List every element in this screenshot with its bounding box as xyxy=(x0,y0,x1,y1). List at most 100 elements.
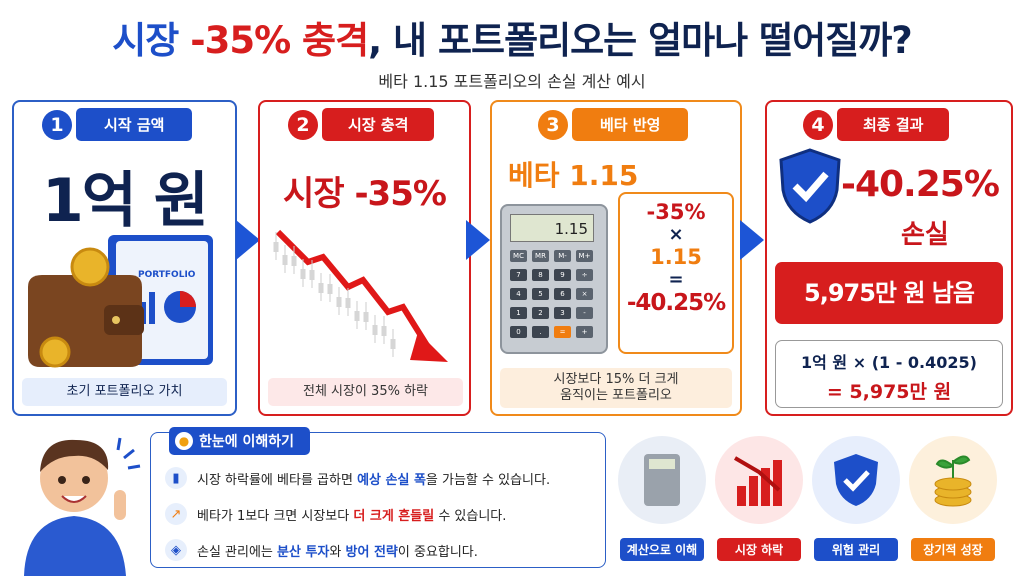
step-label: 베타 반영 xyxy=(572,108,689,141)
caption-line: 시장보다 15% 더 크게 xyxy=(553,372,679,387)
tip-segment: 을 가늠할 수 있습니다. xyxy=(425,472,551,488)
calc-screen xyxy=(649,459,675,469)
tips-title-text: 한눈에 이해하기 xyxy=(199,434,295,450)
candle xyxy=(282,255,288,265)
step-badge: 2 시장 충격 xyxy=(288,108,435,141)
caption: 전체 시장이 35% 하락 xyxy=(268,378,463,406)
step-card: 2 시장 충격 시장 -35% 전체 시장이 35% 하락 xyxy=(258,100,471,416)
calculator-key: - xyxy=(576,307,593,319)
pie-slice xyxy=(180,291,196,307)
tip-segment: 이 중요합니다. xyxy=(397,544,478,560)
tip-text: 베타가 1보다 크면 시장보다 더 크게 흔들릴 수 있습니다. xyxy=(197,505,506,524)
tip-icon: ▮ xyxy=(165,467,187,489)
check xyxy=(792,171,829,203)
calculator-key: 9 xyxy=(554,269,571,281)
bar xyxy=(737,486,746,506)
candle xyxy=(345,298,351,308)
candle xyxy=(390,339,396,349)
tip-text: 시장 하락률에 베타를 곱하면 예상 손실 폭을 가늠할 수 있습니다. xyxy=(197,469,550,488)
smile xyxy=(61,495,87,503)
button xyxy=(112,316,120,324)
step-badge: 4 최종 결과 xyxy=(803,108,950,141)
calculator-key: MC xyxy=(510,250,527,262)
title-part: , 내 포트폴리오는 얼마나 떨어질까? xyxy=(368,19,913,62)
finger xyxy=(114,490,126,520)
step-badge: 1 시작 금액 xyxy=(42,108,193,141)
step-badge: 3 베타 반영 xyxy=(538,108,689,141)
calculator-key: 6 xyxy=(554,288,571,300)
shield-icon xyxy=(779,148,841,224)
calculator-key: . xyxy=(532,326,549,338)
tip-segment: 시장 하락률에 베타를 곱하면 xyxy=(197,472,358,488)
wallet-clasp xyxy=(104,305,144,335)
down-arrow xyxy=(733,456,781,492)
tip: ↗ 베타가 1보다 크면 시장보다 더 크게 흔들릴 수 있습니다. xyxy=(165,503,550,525)
icon-tag: 계산으로 이해 xyxy=(620,538,704,561)
tip-segment: 분산 투자 xyxy=(277,544,330,560)
coin xyxy=(934,477,972,491)
icon-art xyxy=(644,454,680,506)
step-card: 4 최종 결과 -40.25% 손실 5,975만 원 남음 1억 원 × (1… xyxy=(765,100,1013,416)
flow-arrow xyxy=(466,220,490,260)
tip-icon: ◈ xyxy=(165,539,187,561)
step-number: 1 xyxy=(42,109,72,140)
formula-operator: × xyxy=(668,224,684,245)
tip-segment: 더 크게 흔들릴 xyxy=(353,508,435,524)
title-part: -35% 충격 xyxy=(178,19,369,62)
formula-line: = 5,975만 원 xyxy=(826,381,952,403)
subtitle: 베타 1.15 포트폴리오의 손실 계산 예시 xyxy=(378,72,646,91)
candle xyxy=(327,284,333,294)
step-card: 3 베타 반영 베타 1.15 1.15 MC MR M- M+ 7 8 9 ÷ 4 5 6 × 1 2 3… xyxy=(490,100,742,416)
candle xyxy=(336,297,342,307)
tip-icon: ↗ xyxy=(165,503,187,525)
step-label: 시장 충격 xyxy=(322,108,435,141)
candle xyxy=(363,312,369,322)
tip: ▮ 시장 하락률에 베타를 곱하면 예상 손실 폭을 가늠할 수 있습니다. xyxy=(165,467,550,489)
candle xyxy=(372,325,378,335)
sprout xyxy=(935,455,971,478)
calculator-key: = xyxy=(554,326,571,338)
headline: 베타 1.15 xyxy=(508,159,639,192)
icon-row: 계산으로 이해 시장 하락 위험 관리 장기적 성장 xyxy=(618,436,1018,572)
book-label: PORTFOLIO xyxy=(138,270,196,280)
arrow-head xyxy=(410,332,448,362)
bar xyxy=(149,292,155,324)
headline: -40.25% xyxy=(841,164,1000,205)
wallet-illustration xyxy=(28,235,213,368)
candle xyxy=(291,256,297,266)
formula-term: 1.15 xyxy=(650,245,702,269)
step-label: 시작 금액 xyxy=(76,108,193,141)
flow-arrow xyxy=(236,220,260,260)
result-formula: 1억 원 × (1 - 0.4025) = 5,975만 원 xyxy=(775,340,1003,408)
tip-segment: 예상 손실 폭 xyxy=(357,472,426,488)
calculator: 1.15 MC MR M- M+ 7 8 9 ÷ 4 5 6 × 1 2 3- 0. = + xyxy=(500,204,608,354)
title: 시장 -35% 충격, 내 포트폴리오는 얼마나 떨어질까? xyxy=(0,10,1024,64)
icon-tag: 시장 하락 xyxy=(717,538,801,561)
calculator-key: 2 xyxy=(532,307,549,319)
calculator-key: 4 xyxy=(510,288,527,300)
coin xyxy=(70,247,110,287)
tip-segment: 수 있습니다. xyxy=(434,508,507,524)
formula-operator: = xyxy=(668,269,684,290)
drop-chart xyxy=(273,229,448,362)
calculator-key: MR xyxy=(532,250,549,262)
caption-line: 움직이는 포트폴리오 xyxy=(560,388,672,403)
bar xyxy=(761,468,770,506)
calculator-key: 8 xyxy=(532,269,549,281)
sparkle xyxy=(116,437,141,470)
title-part: 시장 xyxy=(112,19,179,62)
icon-tag: 위험 관리 xyxy=(814,538,898,561)
tips-list: ▮ 시장 하락률에 베타를 곱하면 예상 손실 폭을 가늠할 수 있습니다. ↗ 베타… xyxy=(165,467,550,561)
step-label: 최종 결과 xyxy=(837,108,950,141)
tip-segment: 손실 관리에는 xyxy=(197,544,278,560)
eye xyxy=(58,476,66,484)
shield xyxy=(779,148,841,224)
candle xyxy=(354,311,360,321)
shield xyxy=(834,454,878,506)
icon-art xyxy=(733,456,782,506)
formula-line: 1억 원 × (1 - 0.4025) xyxy=(801,353,977,372)
candle xyxy=(309,270,315,280)
icon-tag: 장기적 성장 xyxy=(911,538,995,561)
check xyxy=(843,470,870,492)
